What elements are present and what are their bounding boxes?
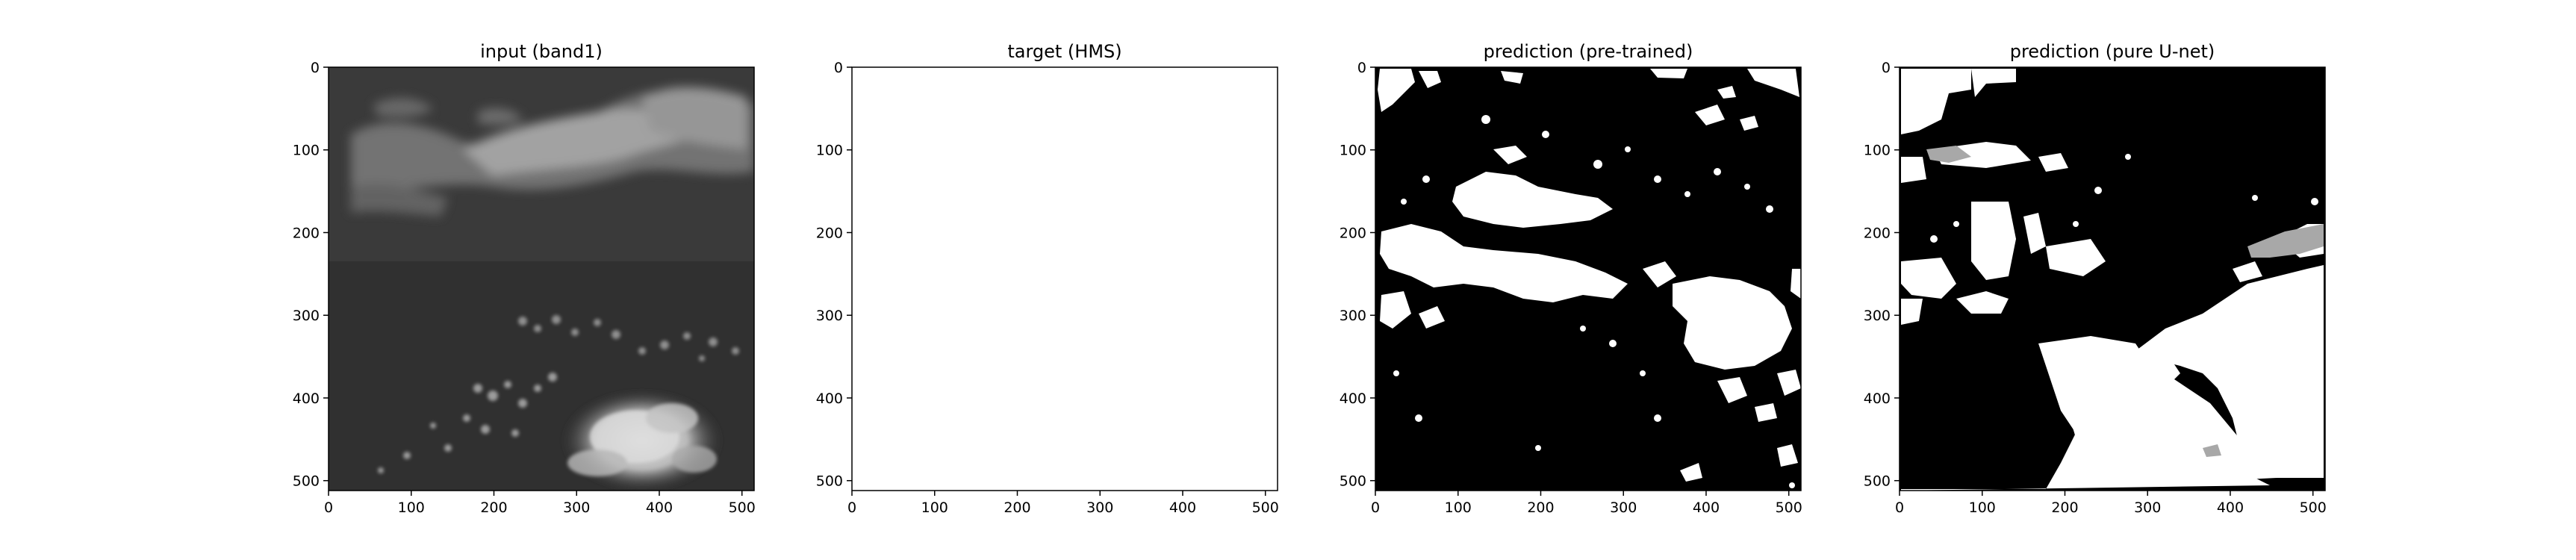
y-tick-label: 500 (816, 473, 843, 490)
y-tick-label: 400 (816, 391, 843, 407)
y-tick-label: 300 (816, 308, 843, 324)
x-tick-label: 0 (847, 500, 856, 516)
y-tick-label: 500 (1340, 473, 1366, 490)
x-axis: 0 100 200 300 400 500 (324, 491, 756, 516)
prediction-mask (1900, 67, 2325, 491)
y-axis: 0 100 200 300 400 500 (293, 60, 329, 490)
y-axis: 0 100 200 300 400 500 (1340, 60, 1375, 490)
x-tick-label: 0 (1895, 500, 1904, 516)
x-tick-label: 500 (1776, 500, 1802, 516)
panel-title: prediction (pure U-net) (2010, 41, 2215, 62)
y-tick-label: 0 (311, 60, 320, 76)
x-tick-label: 0 (324, 500, 333, 516)
x-tick-label: 400 (1169, 500, 1196, 516)
y-tick-label: 0 (1882, 60, 1891, 76)
x-tick-label: 400 (2217, 500, 2244, 516)
panel-prediction-unet: prediction (pure U-net) (1864, 41, 2327, 516)
x-tick-label: 400 (1693, 500, 1720, 516)
y-tick-label: 300 (1864, 308, 1891, 324)
satellite-image (329, 67, 754, 491)
x-tick-label: 300 (1610, 500, 1637, 516)
x-tick-label: 100 (1445, 500, 1472, 516)
y-tick-label: 200 (1340, 225, 1366, 241)
y-axis: 0 100 200 300 400 500 (1864, 60, 1900, 490)
x-axis: 0 100 200 300 400 500 (847, 491, 1279, 516)
x-tick-label: 500 (1252, 500, 1279, 516)
y-tick-label: 300 (293, 308, 320, 324)
x-tick-label: 200 (480, 500, 507, 516)
y-tick-label: 500 (293, 473, 320, 490)
x-tick-label: 100 (921, 500, 948, 516)
x-tick-label: 500 (2300, 500, 2327, 516)
y-tick-label: 200 (293, 225, 320, 241)
y-tick-label: 100 (293, 143, 320, 159)
y-tick-label: 500 (1864, 473, 1891, 490)
panel-input-band1: input (band1) (293, 41, 756, 516)
y-tick-label: 400 (293, 391, 320, 407)
panel-target-hms: target (HMS) 0 100 200 300 400 500 0 100 200 300… (816, 41, 1279, 516)
x-tick-label: 300 (2134, 500, 2161, 516)
y-tick-label: 400 (1864, 391, 1891, 407)
x-tick-label: 100 (1969, 500, 1996, 516)
x-tick-label: 100 (398, 500, 425, 516)
y-tick-label: 100 (816, 143, 843, 159)
y-tick-label: 200 (1864, 225, 1891, 241)
x-tick-label: 400 (646, 500, 673, 516)
y-tick-label: 100 (1340, 143, 1366, 159)
y-tick-label: 200 (816, 225, 843, 241)
y-tick-label: 0 (1357, 60, 1366, 76)
panel-title: target (HMS) (1007, 41, 1121, 62)
y-tick-label: 100 (1864, 143, 1891, 159)
x-axis: 0 100 200 300 400 500 (1895, 491, 2327, 516)
x-tick-label: 200 (1004, 500, 1030, 516)
y-tick-label: 0 (834, 60, 843, 76)
x-axis: 0 100 200 300 400 500 (1371, 491, 1802, 516)
y-axis: 0 100 200 300 400 500 (816, 60, 852, 490)
x-tick-label: 500 (729, 500, 756, 516)
y-tick-label: 300 (1340, 308, 1366, 324)
x-tick-label: 300 (563, 500, 590, 516)
target-mask (851, 66, 1278, 491)
x-tick-label: 0 (1371, 500, 1380, 516)
prediction-mask (1375, 67, 1801, 491)
panel-title: input (band1) (480, 41, 603, 62)
x-tick-label: 200 (1527, 500, 1554, 516)
x-tick-label: 300 (1086, 500, 1113, 516)
x-tick-label: 200 (2051, 500, 2078, 516)
y-tick-label: 400 (1340, 391, 1366, 407)
panel-title: prediction (pre-trained) (1484, 41, 1693, 62)
panel-prediction-pretrained: prediction (pre-trained) (1340, 41, 1802, 516)
